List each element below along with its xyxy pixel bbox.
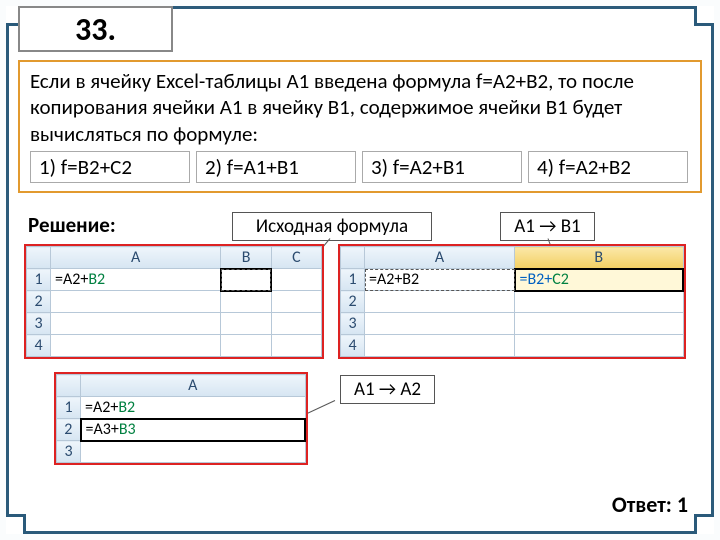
cell-b1	[221, 269, 272, 291]
frame-corner	[694, 514, 714, 534]
cell	[365, 335, 515, 357]
formula-part: C2	[552, 270, 569, 289]
cell	[515, 291, 684, 313]
callout-a1-a2: A1 → A2	[340, 375, 435, 404]
answer-row: 1) f=B2+C2 2) f=A1+B1 3) f=A2+B1 4) f=A2…	[30, 151, 690, 183]
excel-grid-2: A B 1 =A2+B2 =B2+C2 2 3 4	[338, 244, 686, 359]
question-box: Если в ячейку Excel-таблицы A1 введена ф…	[18, 60, 702, 193]
formula-part: B3	[119, 420, 136, 439]
cell	[271, 335, 321, 357]
cell	[515, 313, 684, 335]
row-header: 3	[27, 313, 51, 335]
row-header: 3	[341, 313, 365, 335]
row-header: 2	[341, 291, 365, 313]
col-header: A	[51, 247, 221, 269]
cell	[221, 335, 272, 357]
answer-option-1: 1) f=B2+C2	[30, 151, 190, 183]
row-header: 1	[57, 397, 81, 419]
formula-part: B2	[88, 270, 105, 289]
cell-a1: =A2+B2	[51, 269, 221, 291]
formula-part: =A3+	[86, 420, 119, 439]
final-answer: Ответ: 1	[612, 491, 688, 518]
cell	[221, 291, 272, 313]
cell-a1: =A2+B2	[365, 269, 515, 291]
cell	[271, 291, 321, 313]
row-header: 1	[341, 269, 365, 291]
cell	[365, 291, 515, 313]
col-header: B	[221, 247, 272, 269]
row-header: 2	[27, 291, 51, 313]
cell	[51, 291, 221, 313]
formula-part: B2	[118, 398, 135, 417]
col-header: A	[81, 375, 306, 397]
grid-corner	[57, 375, 81, 397]
excel-grid-3: A 1 =A2+B2 2 =A3+B3 3	[54, 372, 308, 465]
col-header: B	[515, 247, 684, 269]
cell	[51, 335, 221, 357]
cell-a2: =A3+B3	[81, 419, 306, 441]
cell-a1: =A2+B2	[81, 397, 306, 419]
row-header: 1	[27, 269, 51, 291]
grid-corner	[341, 247, 365, 269]
row-header: 2	[57, 419, 81, 441]
question-text: Если в ячейку Excel-таблицы A1 введена ф…	[30, 68, 690, 147]
formula-part: =A2+	[85, 398, 118, 417]
formula-part: =A2+	[55, 270, 88, 289]
cell	[515, 335, 684, 357]
col-header: C	[271, 247, 321, 269]
frame-corner	[6, 514, 26, 534]
row-header: 3	[57, 441, 81, 463]
row-header: 4	[341, 335, 365, 357]
callout-original-formula: Исходная формула	[232, 212, 432, 241]
cell-b1: =B2+C2	[515, 269, 684, 291]
callout-a1-b1: A1 → B1	[500, 212, 595, 241]
question-number: 33.	[18, 6, 173, 52]
cell	[51, 313, 221, 335]
answer-option-2: 2) f=A1+B1	[196, 151, 356, 183]
solution-label: Решение:	[28, 212, 116, 238]
cell	[221, 313, 272, 335]
cell	[365, 313, 515, 335]
col-header: A	[365, 247, 515, 269]
excel-grid-1: A B C 1 =A2+B2 2 3 4	[24, 244, 324, 359]
frame-corner	[694, 6, 714, 26]
answer-option-3: 3) f=A2+B1	[362, 151, 522, 183]
answer-option-4: 4) f=A2+B2	[528, 151, 688, 183]
row-header: 4	[27, 335, 51, 357]
cell	[271, 313, 321, 335]
formula-part: =B2+	[520, 270, 553, 289]
cell	[271, 269, 321, 291]
grid-corner	[27, 247, 51, 269]
cell	[81, 441, 306, 463]
